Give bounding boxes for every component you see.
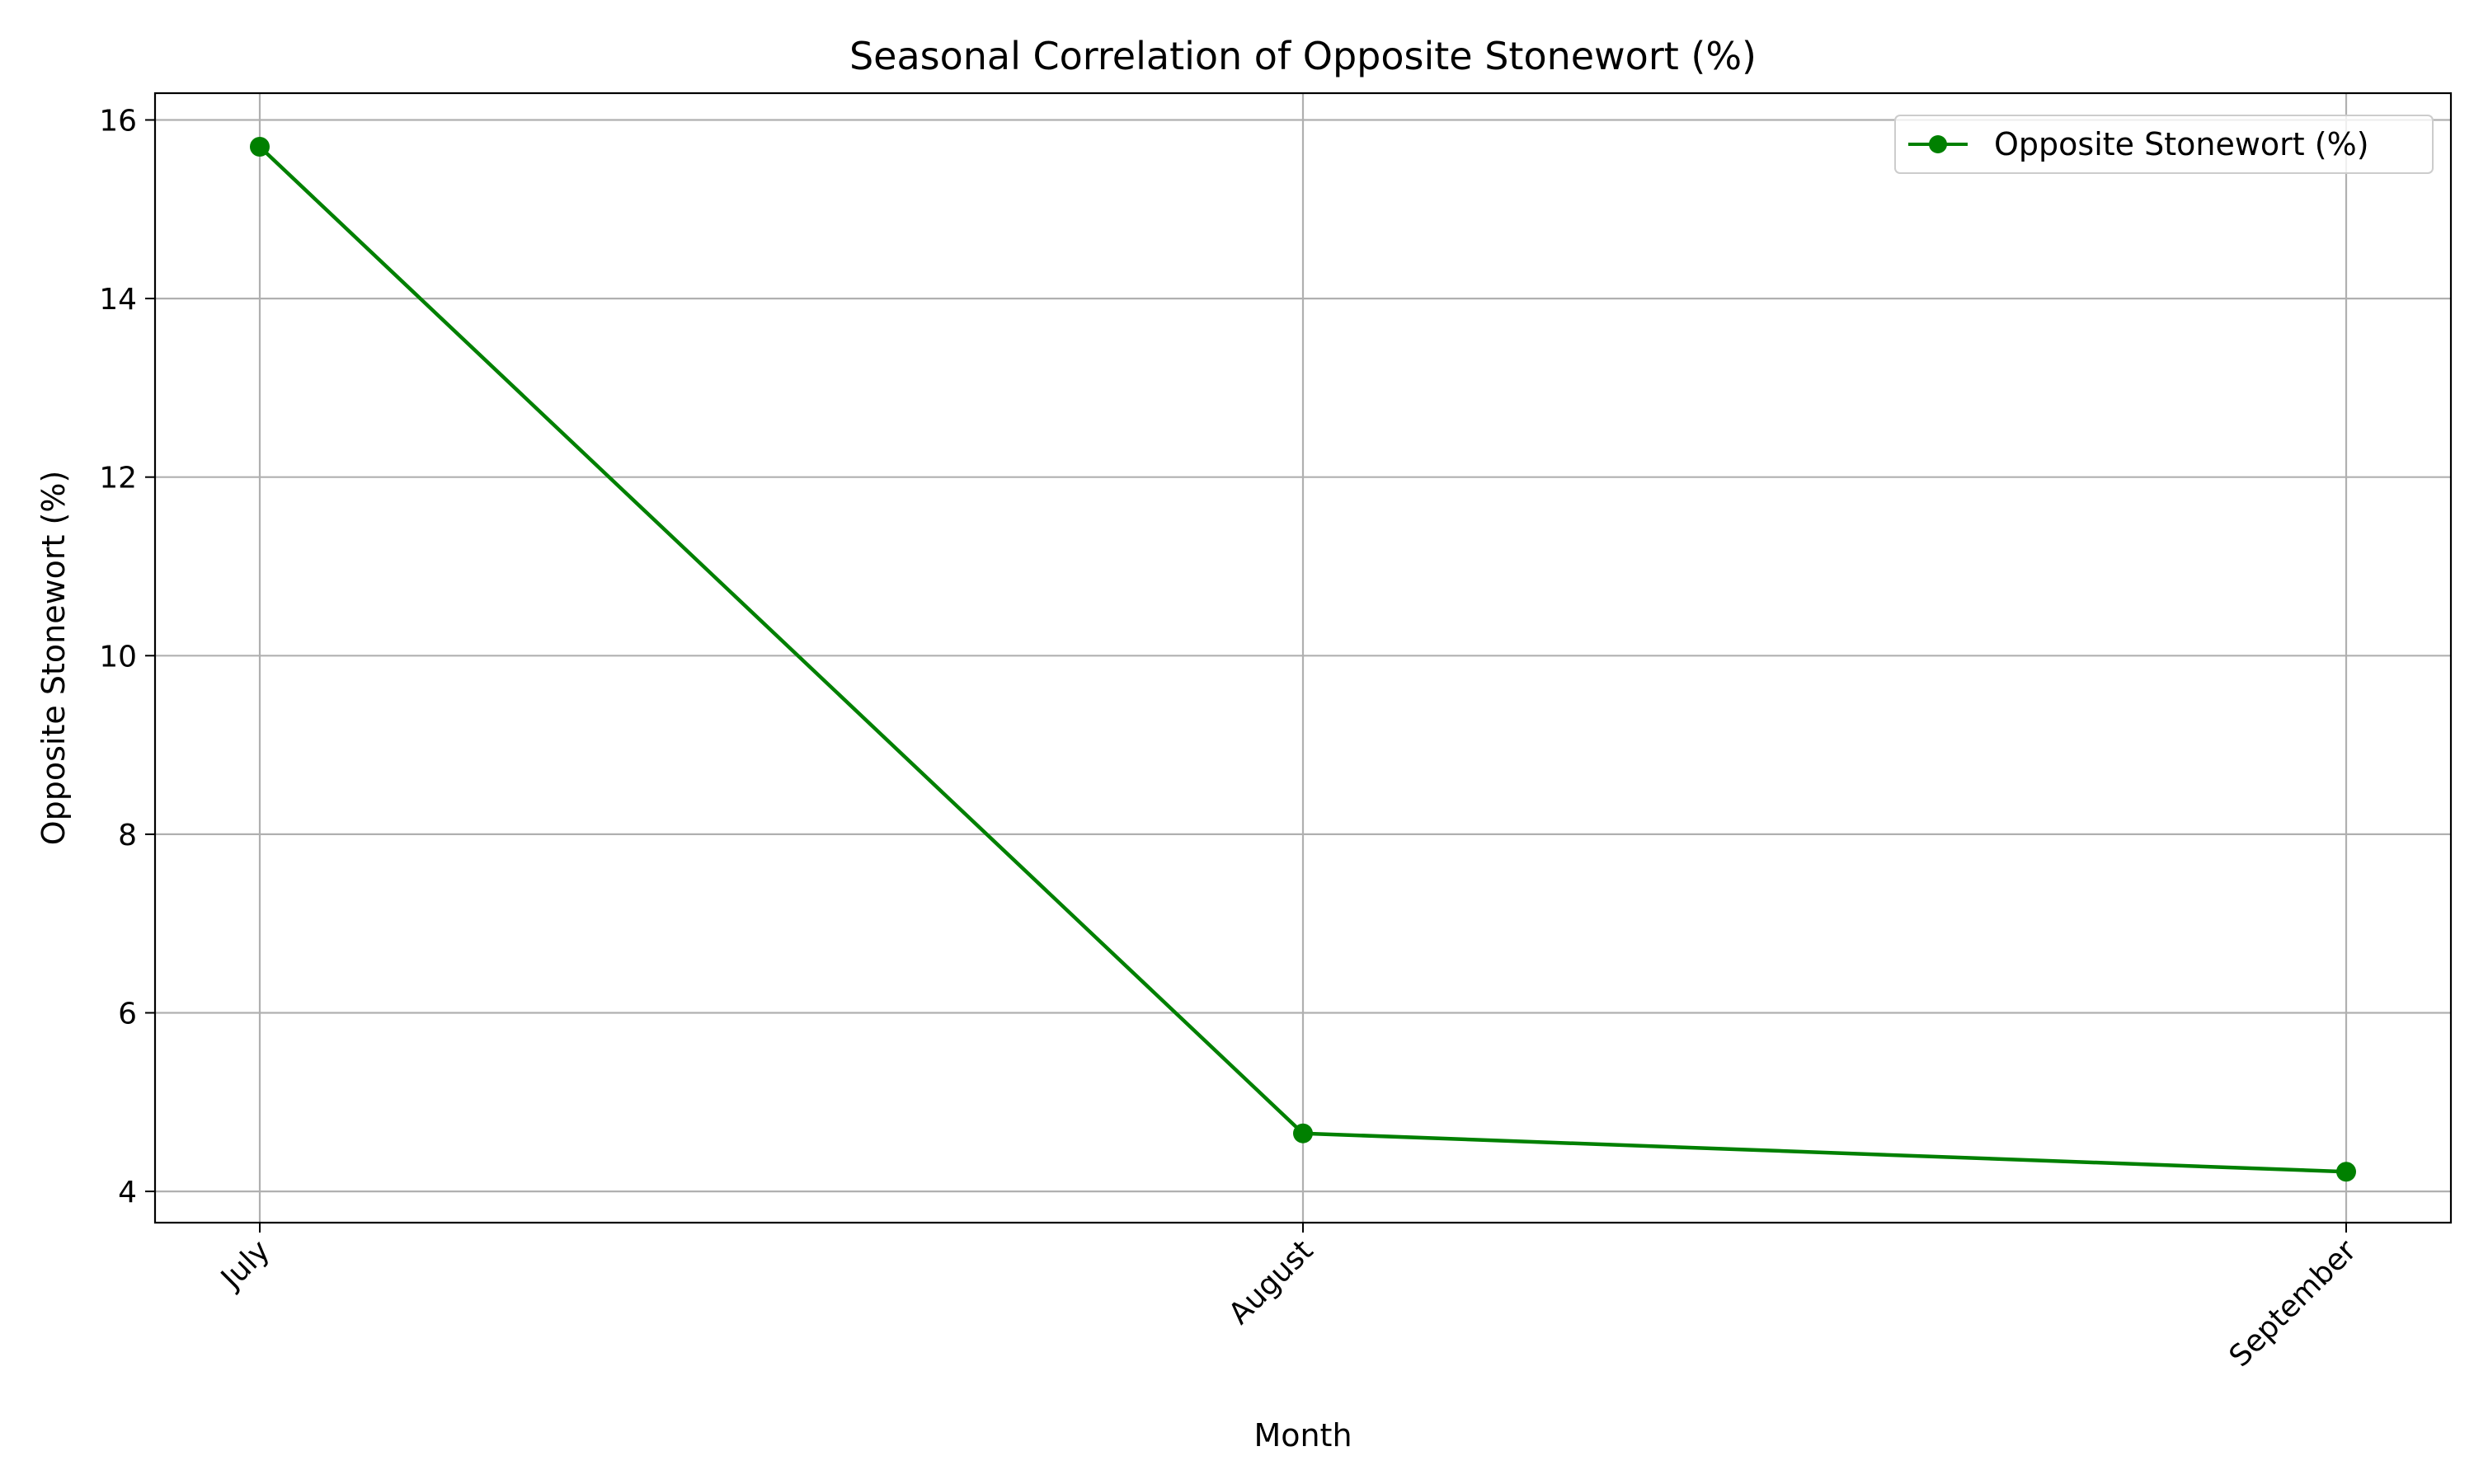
y-tick-label: 4 [118,1176,137,1209]
y-tick-label: 10 [99,640,137,674]
y-tick-label: 16 [99,104,137,138]
legend-box [1894,115,2434,174]
grid [155,93,2451,1223]
y-axis-label: Opposite Stonewort (%) [35,471,72,846]
y-tick-label: 6 [118,997,137,1031]
chart-title: Seasonal Correlation of Opposite Stonewo… [849,34,1757,78]
y-tick-label: 12 [99,462,137,495]
data-point [1293,1123,1313,1144]
legend-marker-swatch [1929,135,1947,153]
legend-entry-label: Opposite Stonewort (%) [1994,126,2369,162]
x-axis-label: Month [1253,1417,1352,1453]
data-point [2336,1162,2356,1182]
data-point [250,136,270,157]
y-tick-label: 14 [99,283,137,317]
series-layer [250,136,2356,1182]
y-tick-label: 8 [118,819,137,852]
legend: Opposite Stonewort (%) [1894,115,2434,174]
